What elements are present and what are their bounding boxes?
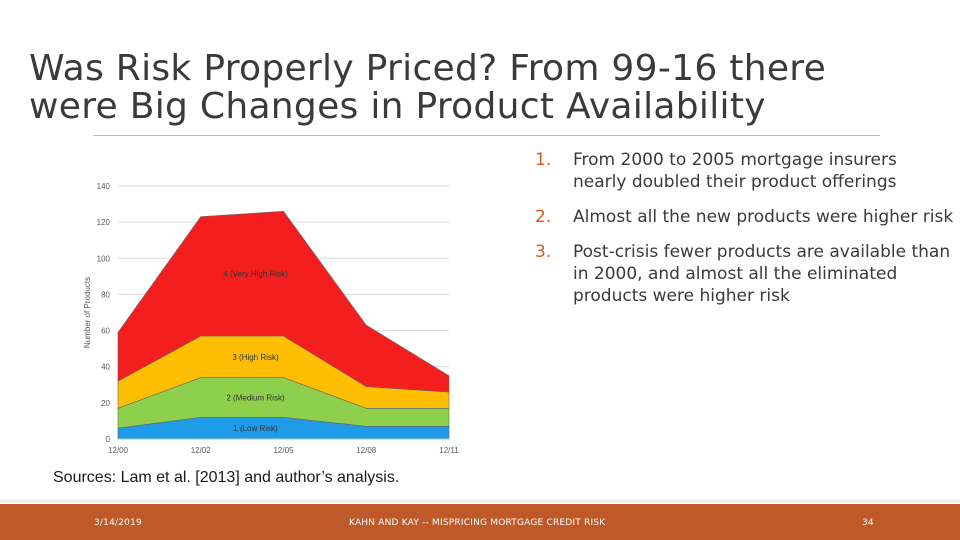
x-tick-label: 12/11 [439,446,459,455]
y-tick-label: 20 [101,399,110,408]
x-tick-label: 12/02 [191,446,212,455]
series-label: 3 (High Risk) [232,353,279,362]
y-tick-label: 40 [101,363,110,372]
area-series [117,210,450,393]
y-axis-label: Number of Products [83,277,92,348]
footer-date: 3/14/2019 [94,518,142,528]
key-point-number: 3. [535,242,552,262]
footer-divider [0,499,960,503]
key-point-text: Almost all the new products were higher … [573,207,954,227]
key-point-text: Post-crisis fewer products are available… [573,242,951,306]
y-tick-label: 0 [106,435,111,444]
page-number: 34 [862,518,874,528]
y-tick-label: 100 [97,254,111,263]
y-tick-label: 60 [101,327,110,336]
sources-note: Sources: Lam et al. [2013] and author’s … [53,469,400,486]
key-point-number: 1. [535,150,552,170]
key-points-list: 1. From 2000 to 2005 mortgage insurers ne… [535,149,955,320]
slide-title: Was Risk Properly Priced? From 99-16 the… [29,48,827,127]
key-point: 1. From 2000 to 2005 mortgage insurers ne… [535,149,955,193]
x-tick-label: 12/05 [273,446,294,455]
footer-caption: KAHN AND KAY -- MISPRICING MORTGAGE CRED… [349,518,606,528]
title-divider [93,135,880,136]
footer-bar: 3/14/2019 KAHN AND KAY -- MISPRICING MOR… [0,504,960,540]
x-tick-label: 12/00 [108,446,129,455]
key-point-text: From 2000 to 2005 mortgage insurers near… [573,150,897,192]
y-tick-label: 140 [97,182,111,191]
key-point: 3. Post-crisis fewer products are availab… [535,241,955,307]
series-label: 2 (Medium Risk) [226,393,285,402]
key-point-number: 2. [535,207,552,227]
series-label: 1 (Low Risk) [233,424,278,433]
x-tick-label: 12/08 [356,446,377,455]
y-tick-label: 80 [101,290,110,299]
y-tick-label: 120 [97,218,111,227]
key-point: 2. Almost all the new products were highe… [535,206,955,228]
series-label: 4 (Very High Risk) [223,270,288,279]
stacked-area-chart: 0 20 40 60 80 100 120 140 1 (Low Risk) 2 (Medium … [83,182,459,455]
